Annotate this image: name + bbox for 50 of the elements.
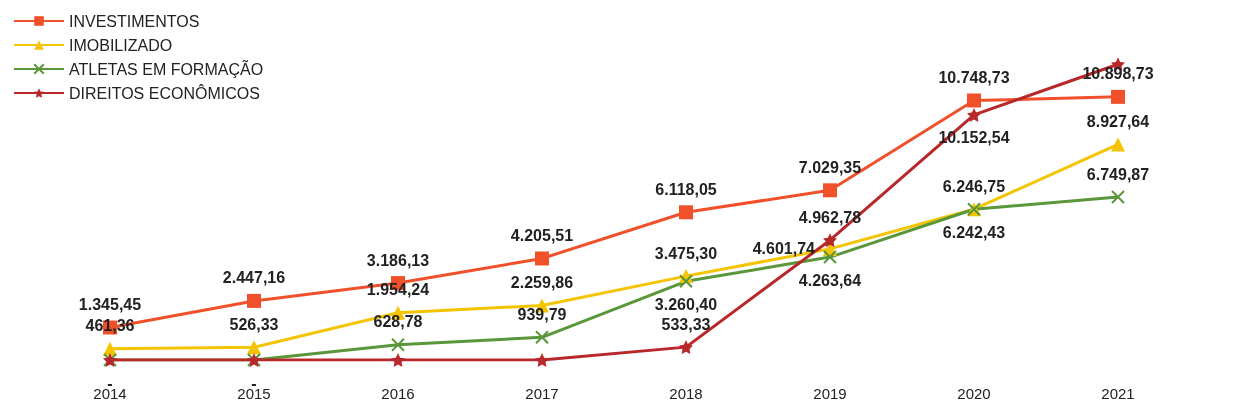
- data-label: 1.345,45: [78, 296, 142, 314]
- data-label: 939,79: [517, 305, 567, 323]
- point: [391, 337, 405, 352]
- point: [823, 183, 837, 198]
- data-label: 1.954,24: [366, 281, 430, 299]
- x-tick-label: 2016: [381, 385, 415, 402]
- legend-label: DIREITOS ECONÔMICOS: [69, 83, 260, 102]
- point: [967, 107, 981, 122]
- point: [679, 340, 693, 355]
- x-tick-label: 2020: [957, 385, 991, 402]
- data-label: 10.898,73: [1082, 65, 1154, 83]
- x-tick-label: 2018: [669, 385, 703, 402]
- x-tick-label: 2021: [1101, 385, 1135, 402]
- data-label: 4.263,64: [798, 271, 862, 289]
- point: [823, 233, 837, 248]
- point: [1111, 89, 1125, 104]
- point: [1111, 137, 1125, 152]
- data-label: 6.118,05: [655, 180, 717, 198]
- legend-label: INVESTIMENTOS: [69, 12, 200, 30]
- point: [535, 251, 549, 266]
- data-label: 4.205,51: [510, 226, 574, 244]
- data-label: 3.260,40: [654, 295, 718, 313]
- x-tick-label: 2019: [813, 385, 847, 402]
- data-label: 3.475,30: [654, 244, 718, 262]
- data-label: 6.246,75: [942, 177, 1006, 195]
- data-label: 2.447,16: [222, 269, 286, 287]
- point: [247, 293, 261, 308]
- data-label: 4.601,74: [752, 240, 816, 258]
- point: [247, 340, 261, 355]
- data-label: 526,33: [229, 315, 279, 333]
- data-label: 6.749,87: [1086, 165, 1150, 183]
- data-label: 628,78: [373, 313, 423, 331]
- legend-label: ATLETAS EM FORMAÇÃO: [69, 58, 264, 78]
- data-label: 7.029,35: [798, 158, 862, 176]
- point: [535, 353, 549, 367]
- point: [1111, 190, 1125, 205]
- point: [391, 353, 405, 367]
- data-label: 2.259,86: [510, 273, 574, 291]
- point: [679, 274, 693, 289]
- point: [679, 205, 693, 220]
- data-label: 6.242,43: [942, 223, 1006, 241]
- data-label: 3.186,13: [366, 251, 430, 269]
- point: [535, 330, 549, 345]
- data-label: 8.927,64: [1086, 112, 1150, 130]
- legend-label: IMOBILIZADO: [69, 36, 173, 54]
- point: [967, 93, 981, 108]
- data-label: 10.748,73: [938, 68, 1010, 86]
- data-label: 533,33: [661, 315, 711, 333]
- point: [823, 250, 837, 265]
- x-tick-label: 2017: [525, 385, 559, 402]
